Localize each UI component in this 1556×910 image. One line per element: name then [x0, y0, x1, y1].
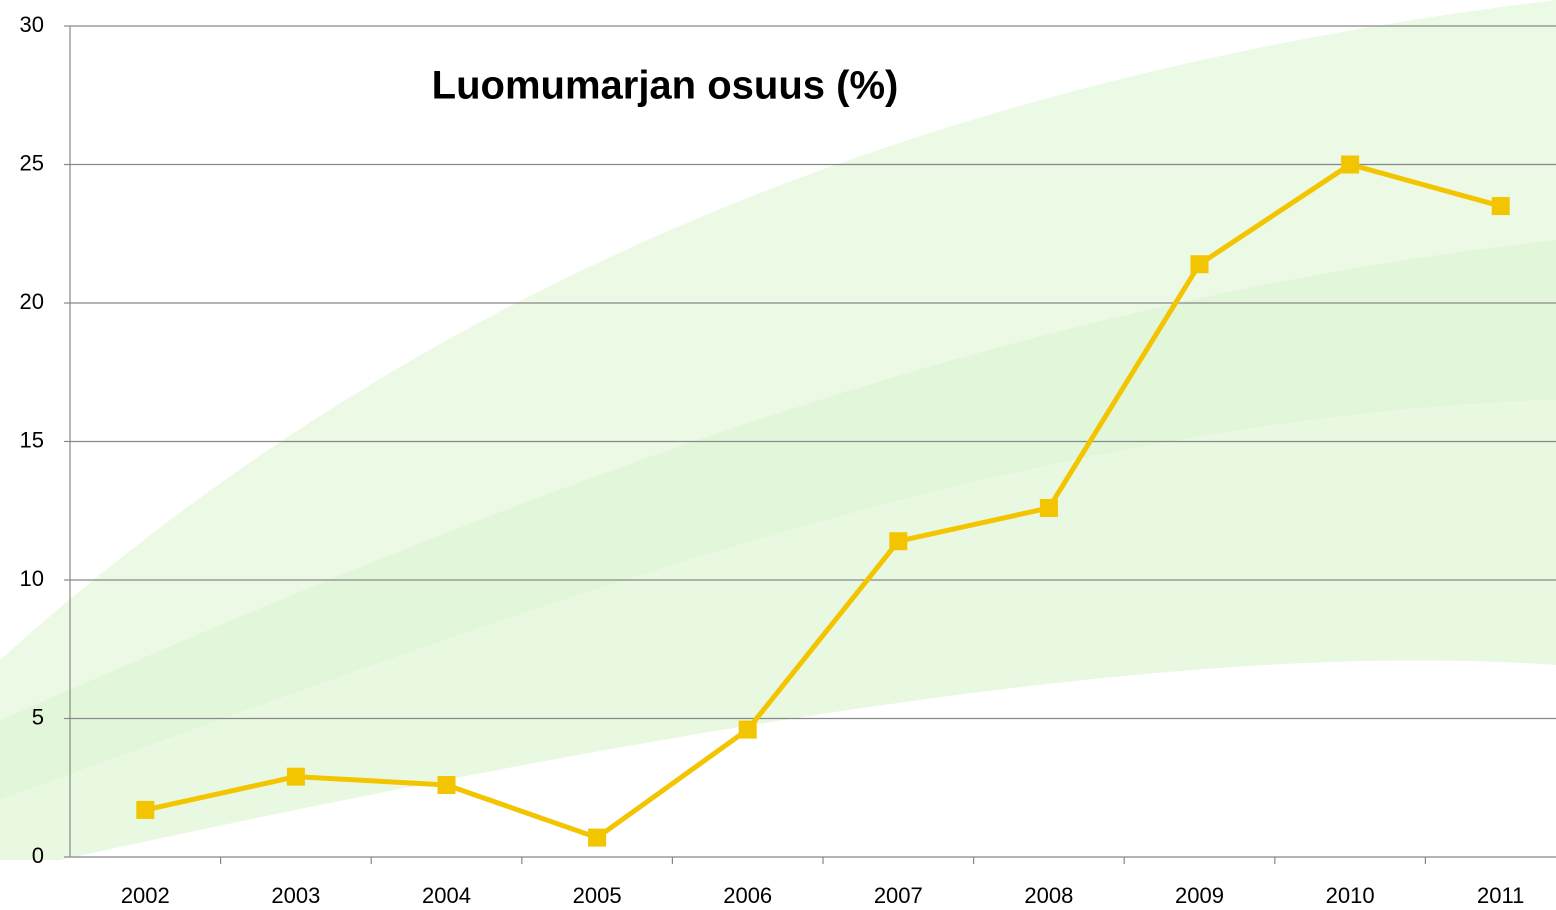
y-tick-label: 30 — [20, 12, 44, 37]
marker — [286, 767, 305, 786]
x-tick-label: 2011 — [1477, 883, 1524, 908]
chart-title: Luomumarjan osuus (%) — [432, 64, 899, 108]
x-tick-label: 2005 — [573, 883, 622, 908]
marker — [1491, 197, 1510, 216]
marker — [738, 720, 757, 739]
swoosh — [0, 400, 1556, 860]
marker — [1190, 255, 1209, 274]
y-tick-label: 10 — [20, 566, 44, 591]
x-tick-label: 2003 — [271, 883, 320, 908]
swoosh — [0, 240, 1556, 800]
y-tick-label: 20 — [20, 289, 44, 314]
line — [144, 161, 1502, 841]
marker — [1341, 155, 1360, 174]
marker — [1039, 498, 1058, 517]
x-tick-label: 2010 — [1326, 883, 1375, 908]
x-tick-label: 2009 — [1175, 883, 1224, 908]
y-tick-label: 0 — [32, 843, 44, 868]
y-tick-label: 5 — [32, 704, 44, 729]
swoosh — [0, 0, 1556, 720]
x-tick-label: 2008 — [1024, 883, 1073, 908]
x-tick-label: 2007 — [874, 883, 923, 908]
y-tick-label: 15 — [20, 427, 44, 452]
marker — [588, 828, 607, 847]
marker — [889, 532, 908, 551]
y-tick-label: 25 — [20, 150, 44, 175]
x-tick-label: 2006 — [723, 883, 772, 908]
marker — [136, 800, 155, 819]
x-tick-label: 2002 — [121, 883, 170, 908]
x-tick-label: 2004 — [422, 883, 471, 908]
marker — [437, 775, 456, 794]
background-swooshes — [0, 0, 1556, 860]
